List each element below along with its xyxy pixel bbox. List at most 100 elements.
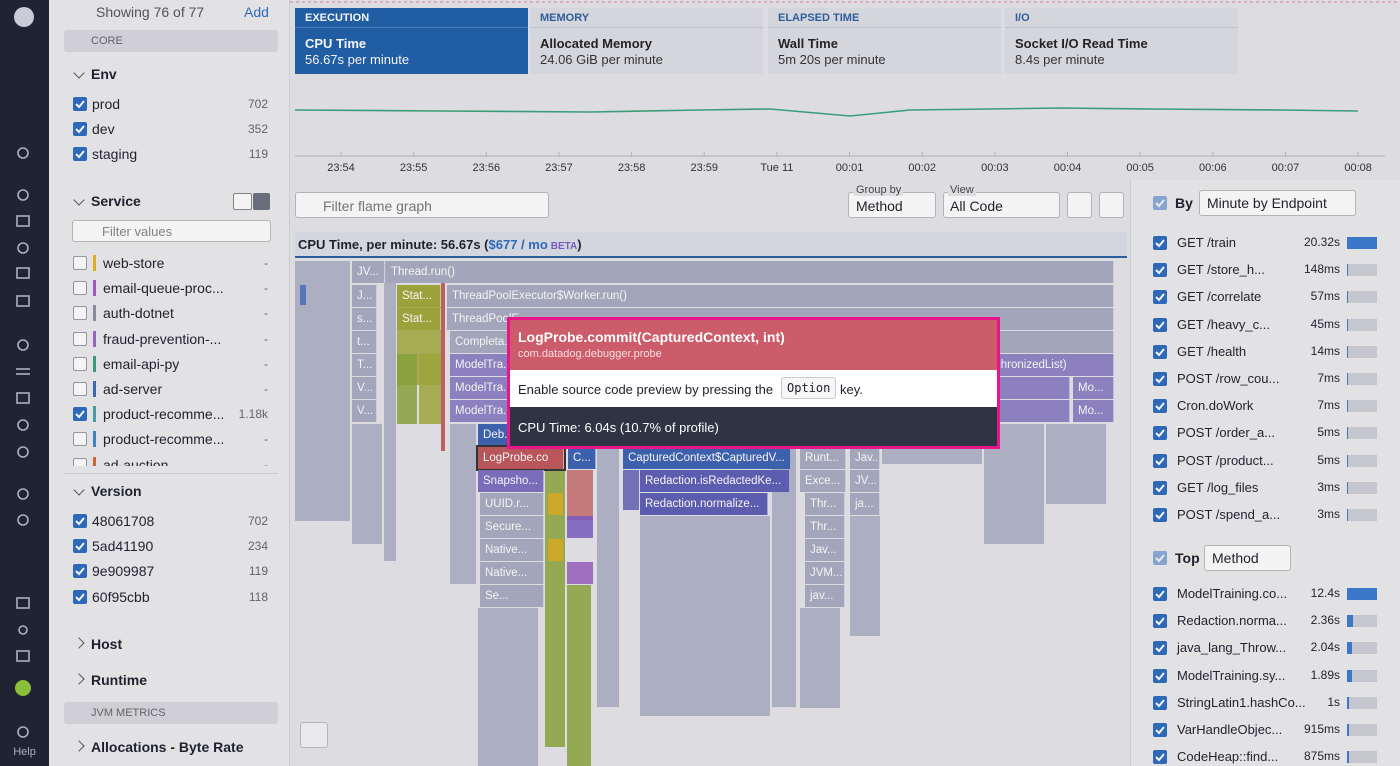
checkbox[interactable] [1153, 236, 1167, 250]
flame-frame[interactable]: Se... [480, 585, 544, 607]
flame-frame[interactable]: Runt... [800, 447, 846, 469]
flame-frame[interactable]: Snapsho... [478, 470, 544, 492]
checkbox[interactable] [1153, 426, 1167, 441]
flame-frame[interactable]: Exce... [800, 470, 846, 492]
facet-group-title[interactable]: Host [91, 636, 123, 652]
facet-group-title[interactable]: Version [91, 483, 142, 499]
facet-value[interactable]: product-recomme... [103, 431, 223, 448]
flame-frame[interactable]: Redaction.normalize... [640, 493, 768, 515]
checkbox[interactable] [73, 97, 87, 111]
checkbox[interactable] [1153, 750, 1167, 765]
checkbox[interactable] [1153, 614, 1167, 629]
export-button[interactable] [1099, 192, 1124, 218]
more-button[interactable] [1067, 192, 1092, 218]
facet-value[interactable]: staging [92, 146, 138, 163]
flame-frame[interactable]: CapturedContext$CapturedV... [623, 447, 791, 469]
facet-value[interactable]: 5ad41190 [92, 538, 154, 555]
metric-tab[interactable] [768, 8, 1001, 74]
close-button[interactable] [253, 193, 270, 210]
flame-frame[interactable]: ThreadPoolExecutor$Worker.run() [447, 285, 1114, 307]
list-select[interactable] [1199, 190, 1356, 216]
flame-frame[interactable]: Secure... [480, 516, 544, 538]
flame-frame[interactable]: T... [352, 354, 377, 376]
facet-value[interactable]: 48061708 [92, 513, 155, 529]
flame-frame[interactable]: chronizedList) [990, 354, 1114, 376]
flame-frame[interactable]: Redaction.isRedactedKe... [640, 470, 790, 492]
cost-link[interactable]: $677 / mo [488, 237, 548, 252]
flame-frame[interactable]: V... [352, 377, 377, 399]
list-select[interactable] [1204, 545, 1291, 571]
metric-tab[interactable] [530, 8, 763, 74]
metric-tab[interactable] [295, 8, 528, 74]
checkbox[interactable] [1153, 480, 1167, 495]
checkbox[interactable] [1153, 668, 1167, 683]
flame-frame[interactable]: Jav... [850, 447, 880, 469]
flame-frame[interactable]: UUID.r... [480, 493, 544, 515]
facet-group-title[interactable]: Env [91, 66, 117, 82]
flame-frame[interactable]: ja... [850, 493, 880, 515]
flame-frame[interactable]: JV... [352, 261, 385, 283]
checkbox[interactable] [73, 382, 87, 396]
checkbox[interactable] [1153, 453, 1167, 468]
flame-frame[interactable]: Thread.run() [386, 261, 1114, 283]
collapse-button[interactable] [300, 722, 328, 748]
flame-frame[interactable]: Native... [480, 539, 544, 561]
flame-frame[interactable]: Native... [480, 562, 544, 584]
checkbox[interactable] [1153, 290, 1167, 305]
facet-group-title[interactable]: Allocations - Byte Rate [91, 739, 244, 755]
checkbox[interactable] [1153, 263, 1167, 278]
facet-group-title[interactable]: Service [91, 193, 141, 209]
flame-frame[interactable]: JVM... [805, 562, 845, 584]
checkbox[interactable] [1153, 344, 1167, 359]
filter-icon-button[interactable] [233, 193, 252, 210]
facet-value[interactable]: email-api-py [103, 355, 180, 372]
help-label[interactable]: Help [13, 746, 36, 758]
facet-value[interactable]: fraud-prevention-... [103, 330, 222, 347]
checkbox[interactable] [73, 281, 87, 296]
checkbox[interactable] [1153, 372, 1167, 386]
facet-value[interactable]: product-recomme... [103, 406, 223, 423]
facet-value[interactable]: 60f95cbb [92, 588, 150, 605]
checkbox[interactable] [1153, 587, 1167, 601]
flame-filter-input[interactable] [295, 192, 549, 218]
user-avatar[interactable] [15, 680, 31, 696]
flame-frame[interactable]: Mo... [1073, 377, 1114, 399]
flame-frame[interactable]: C... [568, 447, 596, 469]
flame-frame[interactable]: JV... [850, 470, 880, 492]
checkbox[interactable] [73, 147, 87, 162]
checkbox[interactable] [73, 306, 87, 321]
facet-filter-input[interactable] [72, 220, 271, 242]
flame-frame[interactable]: Stat... [397, 285, 441, 307]
checkbox[interactable] [1153, 695, 1167, 710]
flame-frame[interactable]: Jav... [805, 539, 845, 561]
flame-frame[interactable]: J... [352, 285, 377, 307]
checkbox[interactable] [1153, 641, 1167, 656]
checkbox[interactable] [1153, 317, 1167, 332]
add-button[interactable]: Add [244, 4, 269, 20]
facet-value[interactable]: ad-server [103, 381, 163, 397]
checkbox[interactable] [73, 407, 87, 422]
flame-frame[interactable]: V... [352, 400, 377, 422]
flame-frame[interactable]: jav... [805, 585, 845, 607]
flame-frame[interactable]: t... [352, 331, 377, 353]
flame-frame[interactable]: s... [352, 308, 377, 330]
flame-frame[interactable]: Stat... [397, 308, 441, 330]
checkbox[interactable] [73, 331, 87, 346]
checkbox[interactable] [1153, 508, 1167, 522]
checkbox[interactable] [73, 514, 87, 528]
facet-value[interactable]: auth-dotnet [103, 305, 174, 322]
facet-value[interactable]: 9e909987 [92, 563, 155, 580]
facet-value[interactable]: prod [92, 96, 121, 112]
view-select[interactable] [943, 192, 1060, 218]
checkbox[interactable] [73, 432, 87, 447]
checkbox[interactable] [73, 356, 87, 371]
checkbox[interactable] [1153, 723, 1167, 737]
facet-value[interactable]: email-queue-proc... [103, 280, 223, 297]
flame-frame[interactable]: Thr... [805, 493, 845, 515]
facet-value[interactable]: web-store [103, 255, 165, 271]
checkbox[interactable] [73, 256, 87, 270]
checkbox[interactable] [73, 539, 87, 554]
checkbox[interactable] [1153, 399, 1167, 414]
flame-frame[interactable]: Thr... [805, 516, 845, 538]
checkbox[interactable] [73, 564, 87, 579]
